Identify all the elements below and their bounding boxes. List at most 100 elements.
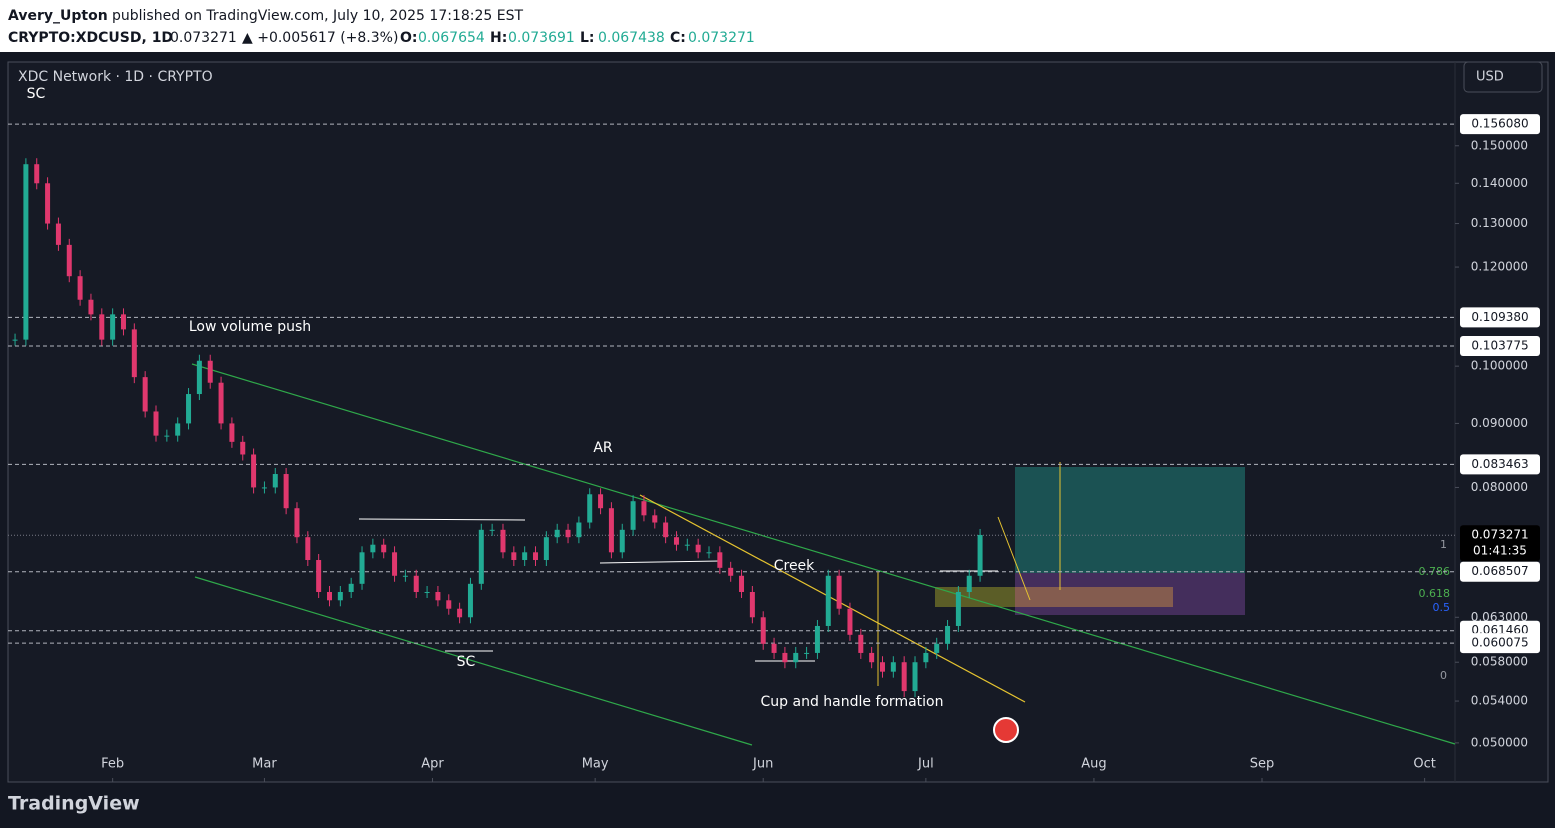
candle-body (348, 583, 354, 592)
candle-body (402, 575, 408, 577)
candle-body (879, 662, 885, 672)
candle-body (890, 662, 896, 672)
candle-body (229, 423, 235, 442)
fib-label: 0 (1440, 669, 1447, 682)
currency[interactable]: USD (1476, 70, 1504, 85)
candle-body (814, 625, 820, 653)
channel-bottom (194, 576, 753, 746)
countdown: 01:41:35 (1473, 544, 1527, 558)
range-line (358, 518, 526, 521)
fib-label: 0.5 (1433, 601, 1451, 614)
level-box (1460, 561, 1540, 582)
x-tick-label: Sep (1250, 757, 1275, 772)
ohlc-value: 0.067654 (418, 30, 485, 46)
annotation: SC (27, 86, 46, 102)
candle-body (739, 575, 745, 592)
candle-body (45, 183, 51, 224)
y-tick-label: 0.140000 (1471, 176, 1528, 190)
candle-body (695, 544, 701, 553)
candle-body (771, 643, 777, 653)
candle-body (673, 537, 679, 545)
x-tick-label: Jun (752, 757, 773, 772)
yellow-trend (639, 494, 1026, 703)
candle-body (652, 515, 658, 523)
candle-body (630, 501, 636, 530)
y-tick-label: 0.058000 (1471, 655, 1528, 669)
candle-body (66, 244, 72, 277)
currency-button[interactable] (1463, 61, 1543, 93)
candle-body (12, 339, 18, 341)
y-tick-label: 0.054000 (1471, 694, 1528, 708)
level-box (1460, 114, 1540, 135)
range-line (599, 560, 721, 564)
candle-body (587, 494, 593, 523)
candle-body (370, 544, 376, 553)
ohlc-value: 0.073691 (508, 30, 575, 46)
pullback-arrow (997, 516, 1031, 601)
candle-body (923, 652, 929, 663)
y-tick-label: 0.120000 (1471, 260, 1528, 274)
candle-body (261, 487, 267, 489)
candle-body (565, 529, 571, 538)
candle-body (34, 164, 40, 184)
candle-body (207, 360, 213, 383)
level-label: 0.103775 (1471, 339, 1528, 353)
candle-body (869, 652, 875, 663)
candle-body (619, 529, 625, 553)
annotation: AR (593, 440, 613, 456)
annotation: Creek (774, 558, 815, 574)
x-tick-label: Apr (421, 757, 444, 772)
candle-body (272, 474, 278, 488)
x-tick-label: May (582, 757, 609, 772)
entry-zone (1015, 587, 1173, 607)
candle-body (196, 360, 202, 395)
candle-body (77, 276, 83, 300)
ohlc-value: 0.073271 (688, 30, 755, 46)
candle-body (793, 652, 799, 663)
candle-body (760, 617, 766, 644)
candle-body (945, 625, 951, 644)
candle-body (728, 567, 734, 576)
header-bg (0, 0, 1555, 52)
y-tick-label: 0.100000 (1471, 359, 1528, 373)
candle-body (500, 529, 506, 553)
target-zone (1015, 467, 1245, 573)
level-box (1460, 336, 1540, 357)
candle-body (598, 494, 604, 509)
level-box (1460, 307, 1540, 328)
current-box (1460, 525, 1540, 562)
watermark: TradingView (8, 793, 140, 815)
candle-body (478, 529, 484, 584)
fib-label: 1 (1440, 538, 1447, 551)
change: ▲ +0.005617 (+8.3%) (242, 30, 398, 46)
candle-body (413, 575, 419, 592)
candle-body (543, 537, 549, 561)
x-tick-label: Mar (252, 757, 277, 772)
candle-body (467, 583, 473, 618)
candle-body (316, 560, 322, 592)
last: 0.073271 (170, 30, 237, 46)
ohlc-key: C: (670, 30, 686, 46)
event-icon[interactable] (993, 717, 1019, 743)
y-tick-label: 0.050000 (1471, 735, 1528, 749)
candle-body (23, 164, 29, 340)
y-tick-label: 0.063000 (1471, 610, 1528, 624)
publisher: Avery_Upton (8, 8, 108, 24)
x-tick-label: Oct (1413, 757, 1435, 772)
candle-body (88, 299, 94, 315)
candle-body (305, 537, 311, 561)
y-tick-label: 0.130000 (1471, 216, 1528, 230)
level-label: 0.083463 (1471, 457, 1528, 471)
y-tick-label: 0.090000 (1471, 416, 1528, 430)
candle-body (782, 652, 788, 663)
candle-body (55, 223, 61, 245)
candle-body (749, 591, 755, 618)
candle-body (858, 634, 864, 653)
published: published on TradingView.com, July 10, 2… (112, 8, 523, 24)
candle-body (641, 501, 647, 516)
candle-body (326, 591, 332, 601)
candle-body (337, 591, 343, 601)
candle-body (663, 522, 669, 538)
annotation: Cup and handle formation (761, 694, 944, 710)
level-box (1460, 633, 1540, 654)
